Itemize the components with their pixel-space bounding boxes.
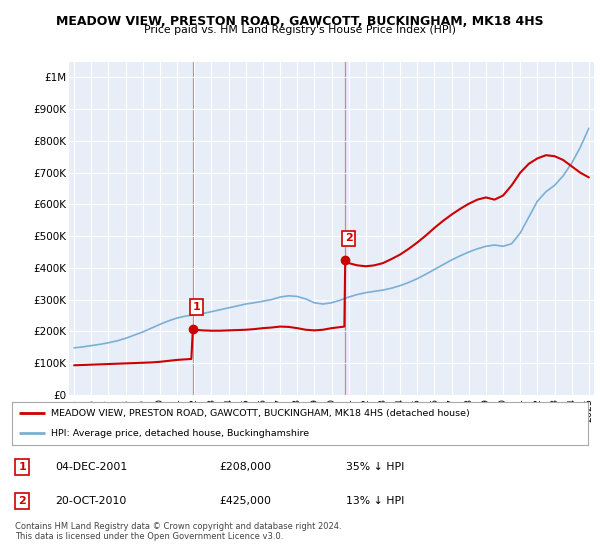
Text: 1: 1 — [193, 302, 200, 312]
Text: 2: 2 — [19, 496, 26, 506]
Text: MEADOW VIEW, PRESTON ROAD, GAWCOTT, BUCKINGHAM, MK18 4HS (detached house): MEADOW VIEW, PRESTON ROAD, GAWCOTT, BUCK… — [51, 409, 470, 418]
Text: MEADOW VIEW, PRESTON ROAD, GAWCOTT, BUCKINGHAM, MK18 4HS: MEADOW VIEW, PRESTON ROAD, GAWCOTT, BUCK… — [56, 15, 544, 27]
Text: £208,000: £208,000 — [220, 462, 271, 472]
Text: Contains HM Land Registry data © Crown copyright and database right 2024.
This d: Contains HM Land Registry data © Crown c… — [15, 522, 341, 542]
Text: £425,000: £425,000 — [220, 496, 271, 506]
Text: 04-DEC-2001: 04-DEC-2001 — [55, 462, 127, 472]
Text: 1: 1 — [19, 462, 26, 472]
Text: 35% ↓ HPI: 35% ↓ HPI — [346, 462, 404, 472]
Text: 2: 2 — [345, 234, 353, 244]
Text: 13% ↓ HPI: 13% ↓ HPI — [346, 496, 404, 506]
Text: Price paid vs. HM Land Registry's House Price Index (HPI): Price paid vs. HM Land Registry's House … — [144, 25, 456, 35]
Text: HPI: Average price, detached house, Buckinghamshire: HPI: Average price, detached house, Buck… — [51, 429, 309, 438]
Text: 20-OCT-2010: 20-OCT-2010 — [55, 496, 127, 506]
